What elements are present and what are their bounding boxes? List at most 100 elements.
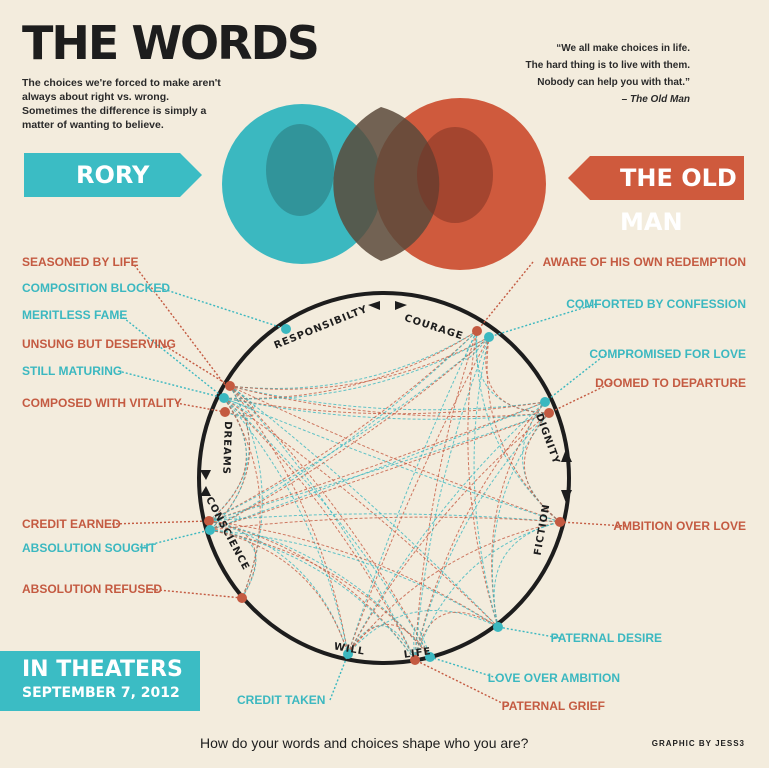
- chord-line: [208, 516, 241, 531]
- ring-dot: [281, 324, 291, 334]
- chord-line: [209, 529, 257, 599]
- ring-dot: [219, 393, 229, 403]
- label-unsung-but-deserving: UNSUNG BUT DESERVING: [22, 337, 176, 351]
- leader-lines: [111, 261, 627, 707]
- chord-line: [209, 401, 546, 531]
- chord-line: [209, 529, 416, 661]
- chord-line: [229, 385, 349, 655]
- chord-line: [229, 330, 478, 389]
- quote-line: “We all make choices in life.: [556, 43, 690, 54]
- intro-text: The choices we're forced to make aren't …: [22, 77, 221, 131]
- ring-dot: [493, 622, 503, 632]
- chord-line: [209, 529, 499, 628]
- label-meritless-fame: MERITLESS FAME: [22, 308, 127, 322]
- chord-line: [208, 520, 499, 628]
- chord-line: [414, 611, 499, 661]
- chord-line: [209, 412, 550, 531]
- page-title: THE WORDS: [22, 16, 320, 70]
- chord-line: [223, 336, 490, 400]
- ring-arrow-icon: [395, 301, 407, 310]
- chord-line: [491, 401, 546, 628]
- label-absolution-refused: ABSOLUTION REFUSED: [22, 582, 162, 596]
- ring-dot: [472, 326, 482, 336]
- ring-arrow-icon: [200, 470, 211, 480]
- old-man-banner: THE OLD MAN: [568, 156, 744, 236]
- leader-line: [544, 353, 607, 403]
- leader-line: [488, 303, 597, 338]
- leader-line: [559, 521, 627, 527]
- label-composed-with-vitality: COMPOSED WITH VITALITY: [22, 396, 182, 410]
- ring-arrow-icon: [200, 486, 211, 496]
- chord-line: [223, 385, 255, 409]
- label-love-over-ambition: LOVE OVER AMBITION: [488, 671, 620, 685]
- label-paternal-grief: PATERNAL GRIEF: [502, 699, 605, 713]
- chord-line: [347, 330, 478, 655]
- chord-line: [229, 385, 546, 411]
- chord-line: [209, 330, 478, 531]
- chord-line: [229, 385, 499, 628]
- label-composition-blocked: COMPOSITION BLOCKED: [22, 281, 170, 295]
- chord-line: [208, 401, 546, 522]
- quote-line: Nobody can help you with that.”: [537, 77, 690, 88]
- release-banner: IN THEATERS SEPTEMBER 7, 2012: [0, 651, 200, 711]
- chord-line: [414, 336, 490, 661]
- tagline-question: How do your words and choices shape who …: [200, 735, 529, 751]
- release-line-1: IN THEATERS: [22, 657, 183, 682]
- ring-dot: [237, 593, 247, 603]
- chord-line: [223, 397, 561, 523]
- label-ambition-over-love: AMBITION OVER LOVE: [613, 519, 746, 533]
- leader-line: [548, 382, 612, 414]
- ring-dot: [540, 397, 550, 407]
- chord-line: [464, 330, 490, 360]
- label-absolution-sought: ABSOLUTION SOUGHT: [22, 541, 157, 555]
- chord-line: [486, 336, 561, 523]
- ring-word-fiction: FICTION: [533, 503, 553, 556]
- chord-line: [223, 397, 499, 628]
- chord-line: [208, 330, 478, 522]
- rory-banner: RORY: [24, 153, 202, 197]
- ring-dot: [544, 408, 554, 418]
- leader-line: [111, 520, 210, 525]
- chord-line: [347, 336, 490, 655]
- label-credit-taken: CREDIT TAKEN: [237, 693, 325, 707]
- label-comforted-by-confession: COMFORTED BY CONFESSION: [566, 297, 746, 311]
- label-compromised-for-love: COMPROMISED FOR LOVE: [589, 347, 746, 361]
- chord-line: [209, 516, 561, 531]
- chord-line: [229, 385, 550, 418]
- chord-line: [223, 397, 253, 420]
- label-still-maturing: STILL MATURING: [22, 364, 122, 378]
- ring-word-courage: COURAGE: [403, 313, 465, 342]
- chord-line: [223, 397, 349, 655]
- ring-dot: [484, 332, 494, 342]
- ring-dot: [343, 649, 353, 659]
- venn-overlap: [333, 107, 440, 261]
- chord-line: [208, 513, 561, 523]
- leader-line: [119, 314, 225, 399]
- chord-line: [491, 412, 550, 628]
- leader-line: [147, 588, 243, 599]
- leader-line: [161, 343, 231, 387]
- ring-word-dreams: DREAMS: [220, 421, 233, 475]
- ring-dot: [225, 381, 235, 391]
- leader-line: [329, 653, 349, 701]
- ring-dot: [425, 652, 435, 662]
- ring-arrow-icon: [561, 490, 572, 503]
- chord-line: [223, 397, 261, 599]
- chord-line: [209, 336, 490, 531]
- chord-line: [208, 520, 431, 658]
- ring-dot: [205, 525, 215, 535]
- chord-lines: [208, 330, 561, 661]
- label-aware-of-redemption: AWARE OF HIS OWN REDEMPTION: [543, 255, 746, 269]
- ring-word-life: LIFE: [403, 646, 432, 661]
- word-ring: [197, 291, 571, 665]
- ring-dot: [220, 407, 230, 417]
- old-man-face-icon: [417, 127, 493, 223]
- ring-arrow-icon: [368, 301, 380, 310]
- chord-line: [208, 336, 490, 522]
- ring-dots: [204, 324, 565, 665]
- chord-line: [223, 397, 546, 415]
- graphic-credit: GRAPHIC BY JESS3: [651, 739, 745, 748]
- chord-line: [467, 330, 499, 628]
